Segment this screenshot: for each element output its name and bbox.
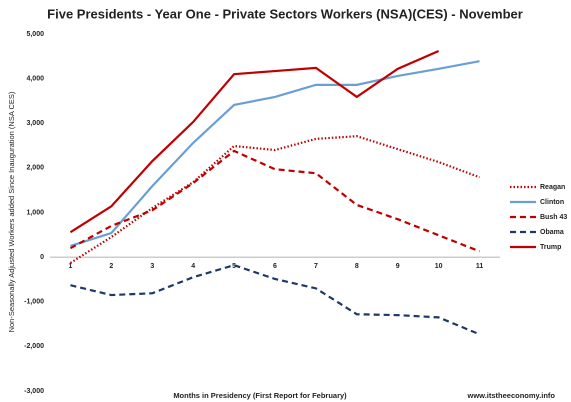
legend-label: Clinton: [540, 199, 564, 206]
x-tick-label: 11: [476, 263, 484, 270]
x-tick-label: 1: [69, 263, 73, 270]
x-tick-label: 6: [273, 263, 277, 270]
x-tick-label: 5: [232, 263, 236, 270]
y-tick-label: 4,000: [26, 75, 44, 82]
series-line: [69, 135, 480, 264]
x-axis-label: Months in Presidency (First Report for F…: [173, 391, 347, 400]
y-tick-label: -3,000: [24, 388, 44, 395]
chart-title: Five Presidents - Year One - Private Sec…: [47, 6, 523, 21]
x-tick-label: 4: [191, 263, 195, 270]
x-tick-label: 7: [314, 263, 318, 270]
legend-label: Trump: [540, 244, 561, 251]
x-tick-label: 2: [109, 263, 113, 270]
y-tick-label: 0: [40, 254, 44, 261]
y-tick-label: -1,000: [24, 299, 44, 306]
series-line: [70, 264, 480, 336]
y-tick-label: -2,000: [24, 343, 44, 350]
x-tick-label: 3: [150, 263, 154, 270]
legend-label: Bush 43: [540, 214, 567, 221]
x-tick-label: 8: [355, 263, 359, 270]
series-line: [70, 60, 480, 248]
series-line: [69, 149, 480, 253]
source: www.itstheeconomy.info: [466, 391, 555, 400]
x-tick-label: 9: [396, 263, 400, 270]
y-tick-label: 3,000: [26, 120, 44, 127]
series-line: [69, 49, 440, 234]
legend-label: Reagan: [540, 184, 565, 191]
y-tick-label: 1,000: [26, 209, 44, 216]
y-tick-label: 5,000: [26, 31, 44, 38]
legend-label: Obama: [540, 229, 564, 236]
x-tick-label: 10: [435, 263, 443, 270]
y-tick-label: 2,000: [26, 165, 44, 172]
y-axis-label: Non-Seasonally Adjusted Workers added Si…: [7, 91, 16, 332]
